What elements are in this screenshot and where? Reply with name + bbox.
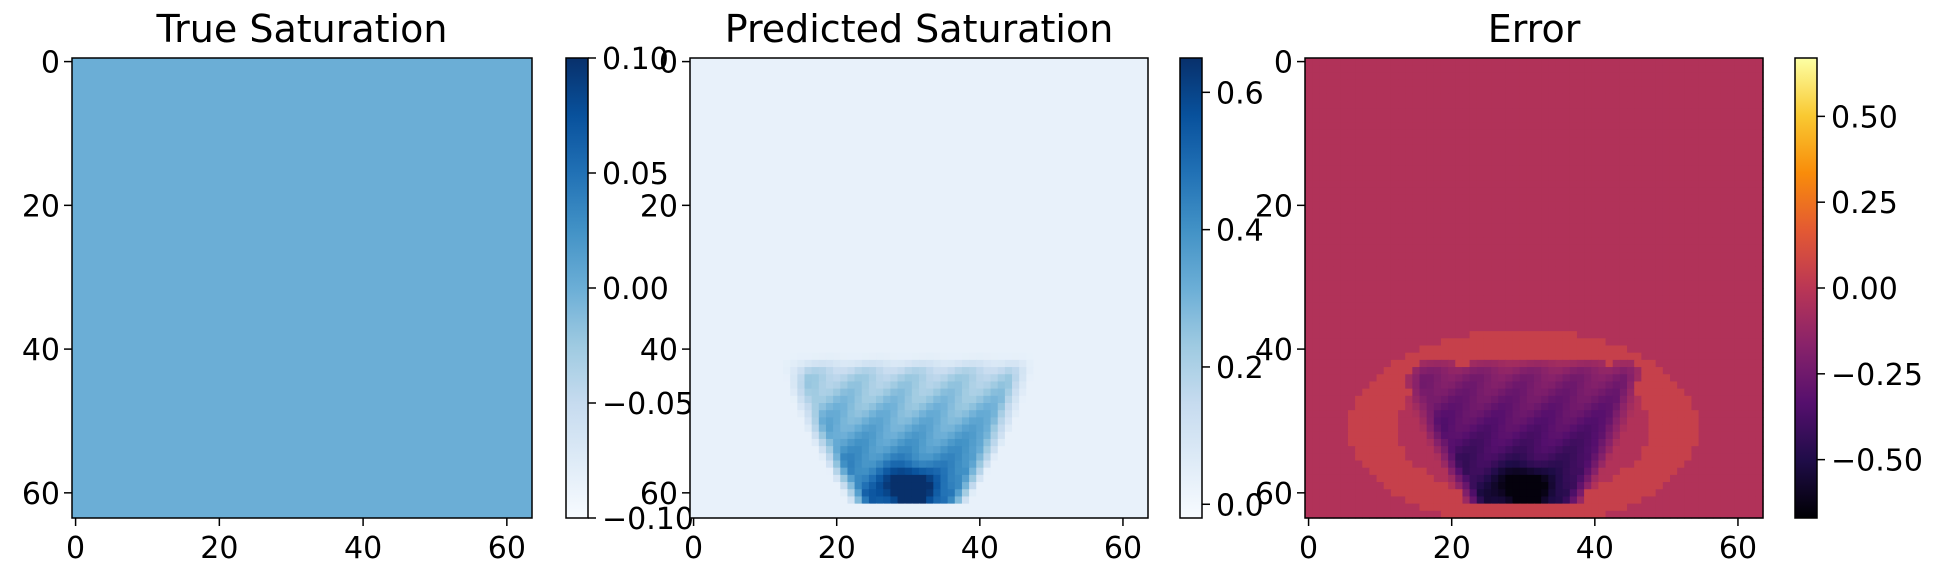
x-tick-label: 20: [818, 531, 856, 566]
chart-title: Predicted Saturation: [725, 7, 1114, 51]
x-tick-label: 20: [200, 531, 238, 566]
colorbar-tick-label: 0.25: [1831, 186, 1898, 221]
y-tick-label: 0: [659, 46, 678, 81]
colorbar-tick-label: 0.0: [1216, 488, 1264, 523]
heatmap-cells: [690, 58, 1149, 519]
x-tick-label: 20: [1433, 531, 1471, 566]
colorbar-tick-label: 0.00: [602, 272, 669, 307]
x-tick-label: 0: [66, 531, 85, 566]
y-tick-label: 20: [640, 189, 678, 224]
x-tick-label: 0: [1299, 531, 1318, 566]
x-tick-label: 40: [344, 531, 382, 566]
colorbar-tick-label: 0.6: [1216, 76, 1264, 111]
y-tick-label: 20: [22, 189, 60, 224]
colorbar: [565, 57, 589, 519]
heatmap-cells: [1305, 58, 1764, 519]
chart-title: Error: [1488, 7, 1581, 51]
y-tick-label: 40: [22, 333, 60, 368]
chart-title: True Saturation: [156, 7, 448, 51]
y-tick-label: 0: [1274, 46, 1293, 81]
y-tick-label: 60: [1255, 477, 1293, 512]
colorbar-tick-label: −0.10: [602, 502, 694, 537]
y-tick-label: 60: [640, 477, 678, 512]
y-tick-label: 60: [22, 477, 60, 512]
y-tick-label: 20: [1255, 189, 1293, 224]
plot-frame: [1304, 57, 1764, 519]
colorbar-tick-label: 0.10: [602, 42, 669, 77]
x-tick-label: 0: [684, 531, 703, 566]
x-tick-label: 60: [1104, 531, 1142, 566]
heatmap-cells: [72, 58, 532, 518]
colorbar-tick-label: 0.00: [1831, 272, 1898, 307]
colorbar-tick-label: 0.05: [602, 157, 669, 192]
plot-frame: [71, 57, 533, 519]
x-tick-label: 40: [961, 531, 999, 566]
plot-frame: [689, 57, 1149, 519]
colorbar-tick-label: −0.25: [1831, 358, 1923, 393]
y-tick-label: 0: [41, 46, 60, 81]
colorbar-tick-label: 0.2: [1216, 351, 1264, 386]
colorbar: [1179, 57, 1203, 519]
colorbar-tick-label: 0.50: [1831, 100, 1898, 135]
colorbar-tick-label: −0.50: [1831, 444, 1923, 479]
colorbar-tick-label: 0.4: [1216, 214, 1264, 249]
x-tick-label: 60: [1719, 531, 1757, 566]
colorbar: [1794, 57, 1818, 519]
x-tick-label: 60: [488, 531, 526, 566]
x-tick-label: 40: [1576, 531, 1614, 566]
y-tick-label: 40: [640, 333, 678, 368]
colorbar-tick-label: −0.05: [602, 387, 694, 422]
y-tick-label: 40: [1255, 333, 1293, 368]
